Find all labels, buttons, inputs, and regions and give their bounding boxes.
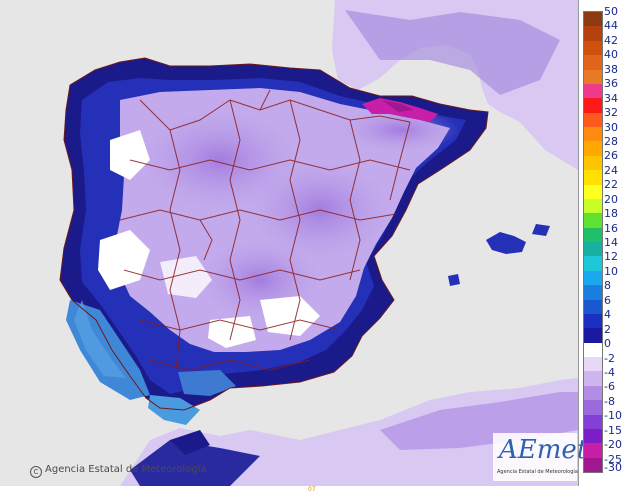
legend-swatch xyxy=(584,198,602,214)
legend-label: -30 xyxy=(604,461,622,474)
color-scale-legend xyxy=(583,11,603,473)
legend-swatch xyxy=(584,285,602,300)
legend-swatch xyxy=(584,242,602,257)
legend-swatch xyxy=(584,213,602,228)
legend-swatch xyxy=(584,55,602,70)
legend-swatch xyxy=(584,69,602,84)
bottom-mark: 07 xyxy=(308,486,316,493)
forecast-map xyxy=(0,0,579,486)
balearic-islands xyxy=(486,232,526,254)
legend-swatch xyxy=(584,26,602,41)
legend-label: 38 xyxy=(604,62,618,76)
legend-swatch xyxy=(584,256,602,271)
legend-label: -20 xyxy=(604,438,622,452)
legend-label: -6 xyxy=(604,380,615,394)
legend-swatch xyxy=(584,342,602,357)
legend-label: 32 xyxy=(604,106,618,120)
legend-swatch xyxy=(584,12,602,27)
legend-label: 20 xyxy=(604,192,618,206)
legend-label: 50 xyxy=(604,5,618,18)
legend-swatch xyxy=(584,443,602,458)
legend-swatch xyxy=(584,414,602,429)
legend-swatch xyxy=(584,357,602,372)
legend-swatch xyxy=(584,227,602,242)
legend-swatch xyxy=(584,299,602,314)
legend-label: -15 xyxy=(604,423,622,437)
legend-label: 6 xyxy=(604,293,611,307)
legend-label: -8 xyxy=(604,394,615,408)
legend-swatch xyxy=(584,127,602,142)
legend-label: 12 xyxy=(604,250,618,264)
legend-label: -10 xyxy=(604,409,622,423)
legend-label: 24 xyxy=(604,163,618,177)
legend-label: 4 xyxy=(604,308,611,322)
legend-swatch xyxy=(584,184,602,199)
legend-label: 14 xyxy=(604,236,618,249)
legend-label: 28 xyxy=(604,134,618,148)
legend-label: 44 xyxy=(604,19,618,33)
legend-swatch xyxy=(584,98,602,113)
legend-swatch xyxy=(584,371,602,386)
legend-label: 18 xyxy=(604,207,618,221)
copyright-notice: C Agencia Estatal de Meteorología xyxy=(30,464,207,478)
legend-labels: 50 44 42 40 38 36 34 32 30 28 26 24 22 20 18 16 14 12 10 8 6… xyxy=(604,6,630,474)
legend-label: 36 xyxy=(604,77,618,91)
legend-label: 26 xyxy=(604,149,618,163)
legend-label: 10 xyxy=(604,264,618,278)
logo-subtext: Agencia Estatal de Meteorología xyxy=(497,469,578,475)
legend-swatch xyxy=(584,155,602,171)
legend-label: 42 xyxy=(604,33,618,47)
legend-swatch xyxy=(584,141,602,156)
copyright-icon: C xyxy=(30,466,42,478)
legend-swatch xyxy=(584,112,602,127)
legend-label: -4 xyxy=(604,365,615,379)
legend-swatch xyxy=(584,83,602,99)
legend-swatch xyxy=(584,428,602,444)
legend-label: 34 xyxy=(604,91,618,105)
aemet-logo: AEmet Agencia Estatal de Meteorología xyxy=(493,433,587,481)
legend-swatch xyxy=(584,400,602,415)
logo-mark: AEmet xyxy=(499,435,588,465)
province-borders xyxy=(119,89,411,371)
legend-swatch xyxy=(584,385,602,401)
legend-swatch xyxy=(584,313,602,329)
legend-swatch xyxy=(584,270,602,286)
legend-label: 22 xyxy=(604,178,618,192)
legend-label: 40 xyxy=(604,48,618,62)
legend-label: 8 xyxy=(604,279,611,293)
legend-label: 2 xyxy=(604,322,611,336)
legend-label: -2 xyxy=(604,351,615,365)
copyright-text: Agencia Estatal de Meteorología xyxy=(45,464,207,475)
legend-label: 30 xyxy=(604,120,618,134)
legend-label: -25 xyxy=(604,452,622,466)
legend-label: 16 xyxy=(604,221,618,235)
legend-label: 0 xyxy=(604,337,611,351)
legend-swatch xyxy=(584,457,602,472)
legend-swatch xyxy=(584,40,602,56)
legend-swatch xyxy=(584,328,602,343)
legend-swatch xyxy=(584,170,602,185)
